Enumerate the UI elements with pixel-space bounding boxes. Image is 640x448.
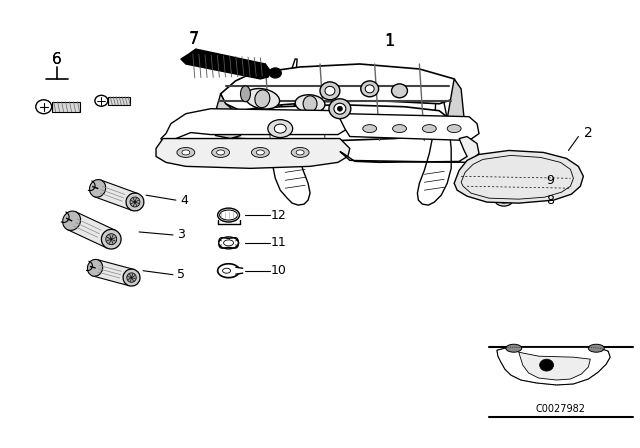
Ellipse shape [182, 150, 190, 155]
Polygon shape [454, 151, 583, 203]
Text: 8: 8 [547, 194, 555, 207]
Polygon shape [67, 212, 115, 248]
Text: 1: 1 [385, 34, 394, 49]
Ellipse shape [392, 84, 408, 98]
Ellipse shape [334, 103, 346, 114]
Text: 1: 1 [384, 32, 395, 50]
Ellipse shape [325, 86, 335, 95]
Text: 10: 10 [270, 264, 286, 277]
Ellipse shape [296, 150, 304, 155]
Ellipse shape [329, 99, 351, 119]
Ellipse shape [217, 150, 225, 155]
Ellipse shape [422, 125, 436, 133]
Ellipse shape [320, 82, 340, 100]
Ellipse shape [95, 95, 108, 106]
Ellipse shape [252, 147, 269, 157]
Ellipse shape [106, 234, 116, 245]
Ellipse shape [365, 85, 374, 93]
Ellipse shape [337, 106, 342, 111]
Polygon shape [161, 109, 350, 143]
Polygon shape [221, 64, 459, 111]
Ellipse shape [90, 180, 106, 197]
Text: 4: 4 [180, 194, 188, 207]
Text: 12: 12 [270, 209, 286, 222]
Ellipse shape [220, 210, 237, 220]
Ellipse shape [506, 344, 522, 352]
Ellipse shape [130, 197, 140, 207]
Text: 11: 11 [270, 237, 286, 250]
Polygon shape [444, 79, 464, 138]
Ellipse shape [269, 68, 281, 78]
Polygon shape [519, 352, 590, 380]
Polygon shape [340, 114, 479, 141]
Ellipse shape [257, 150, 264, 155]
Text: 9: 9 [547, 174, 554, 187]
Ellipse shape [255, 90, 270, 108]
Ellipse shape [88, 259, 102, 276]
Bar [507, 177, 523, 184]
Ellipse shape [361, 81, 379, 97]
Polygon shape [181, 49, 270, 79]
Text: 7: 7 [189, 32, 198, 47]
Ellipse shape [495, 194, 513, 206]
Polygon shape [156, 138, 350, 168]
Ellipse shape [392, 125, 406, 133]
Ellipse shape [245, 89, 280, 109]
Ellipse shape [212, 147, 230, 157]
Polygon shape [272, 59, 310, 205]
Ellipse shape [177, 147, 195, 157]
Text: C0027982: C0027982 [536, 404, 586, 414]
Ellipse shape [447, 125, 461, 133]
Polygon shape [497, 347, 610, 385]
Ellipse shape [63, 211, 81, 230]
Ellipse shape [127, 273, 136, 282]
Ellipse shape [540, 359, 554, 371]
Ellipse shape [123, 269, 140, 286]
Text: 6: 6 [52, 52, 61, 67]
Ellipse shape [101, 229, 121, 249]
Ellipse shape [275, 124, 286, 133]
Ellipse shape [223, 268, 230, 273]
Text: 5: 5 [177, 268, 185, 281]
Ellipse shape [303, 96, 317, 112]
Ellipse shape [36, 100, 52, 114]
Ellipse shape [241, 86, 250, 102]
Ellipse shape [268, 120, 292, 138]
Polygon shape [93, 259, 134, 286]
Ellipse shape [295, 95, 325, 113]
Ellipse shape [588, 344, 604, 352]
Text: 7: 7 [189, 30, 199, 48]
Text: 2: 2 [584, 125, 593, 140]
Ellipse shape [499, 197, 508, 203]
Text: 3: 3 [177, 228, 185, 241]
Ellipse shape [497, 175, 507, 185]
Polygon shape [417, 74, 451, 205]
Ellipse shape [126, 193, 144, 211]
Bar [52, 102, 79, 112]
Polygon shape [95, 180, 138, 211]
Text: 6: 6 [52, 52, 61, 67]
Ellipse shape [218, 208, 239, 222]
Polygon shape [211, 105, 449, 141]
Ellipse shape [363, 125, 377, 133]
Ellipse shape [291, 147, 309, 157]
Bar [108, 97, 130, 105]
Polygon shape [340, 137, 479, 162]
Polygon shape [211, 94, 241, 138]
